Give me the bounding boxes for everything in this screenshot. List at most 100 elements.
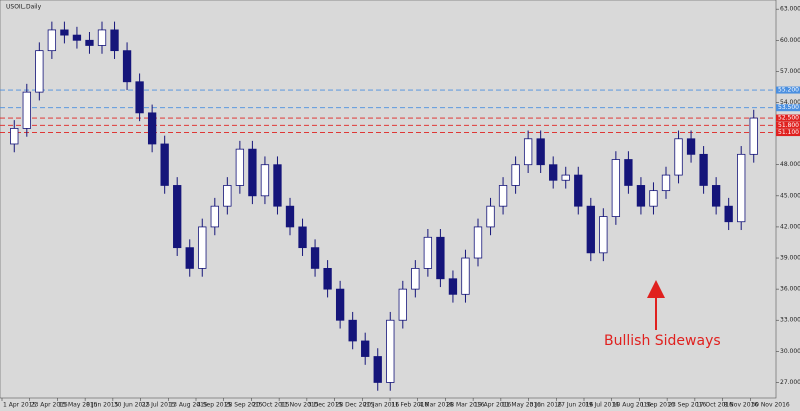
y-tick-label: 42.000 — [780, 223, 800, 230]
candle-body — [724, 205, 733, 223]
candle-body — [97, 29, 107, 46]
x-tick-label: 15 May 2015 — [58, 402, 97, 409]
x-tick-label: 19 Apr 2016 — [474, 402, 511, 409]
candle-body — [498, 185, 508, 207]
candle-body — [335, 288, 345, 321]
candle-body — [210, 205, 219, 228]
x-tick-label: 8 Nov 2016 — [724, 402, 759, 409]
y-tick-label: 45.000 — [780, 192, 800, 199]
x-tick-label: 10 Aug 2016 — [613, 402, 652, 409]
candle-body — [711, 185, 721, 207]
x-tick-label: 28 Mar 2016 — [446, 402, 484, 409]
chart-title: USOIL,Daily — [6, 4, 42, 11]
x-tick-label: 30 Jun 2015 — [114, 402, 150, 409]
candle-body — [298, 226, 307, 249]
level-tag — [776, 129, 800, 137]
candle-body — [574, 174, 583, 207]
candle-body — [198, 226, 207, 269]
candle-body — [686, 138, 696, 155]
candle-body — [611, 159, 621, 217]
candle-body — [599, 216, 608, 254]
candle-body — [223, 185, 232, 207]
y-tick-label: 39.000 — [780, 255, 800, 262]
level-label: 55.200 — [778, 87, 799, 94]
x-tick-label: 27 Jun 2016 — [557, 402, 593, 409]
candle-body — [323, 267, 332, 290]
y-tick-label: 48.000 — [780, 161, 800, 168]
candle-body — [235, 148, 245, 186]
candle-body — [348, 319, 357, 342]
candle-body — [649, 190, 658, 207]
candle-body — [486, 205, 495, 228]
x-tick-label: 1 Apr 2015 — [3, 402, 36, 409]
candle-body — [185, 247, 194, 269]
candle-body — [523, 138, 533, 166]
candle-body — [273, 164, 282, 207]
level-label: 52.500 — [778, 115, 799, 122]
candle-body — [122, 50, 132, 83]
candle-body — [361, 340, 370, 357]
level-tag — [776, 121, 800, 129]
x-tick-label: 22 Jul 2015 — [142, 402, 176, 409]
y-tick-label: 36.000 — [780, 286, 800, 293]
candle-body — [285, 205, 295, 228]
x-tick-label: 20 Jan 2016 — [363, 402, 399, 409]
candle-body — [661, 174, 671, 192]
candle-body — [135, 81, 144, 114]
level-tag — [776, 86, 800, 94]
x-tick-label: 4 Mar 2016 — [419, 402, 453, 409]
x-tick-label: 3 Jun 2016 — [530, 402, 562, 409]
x-tick-label: 8 Jun 2015 — [86, 402, 118, 409]
level-tag — [776, 114, 800, 122]
x-tick-label: 13 Aug 2015 — [169, 402, 208, 409]
level-label: 53.500 — [778, 104, 799, 111]
y-tick-label: 54.000 — [780, 99, 800, 106]
candle-body — [448, 278, 458, 295]
candle-body — [60, 29, 69, 36]
y-tick-label: 27.000 — [780, 379, 800, 386]
x-tick-label: 28 Dec 2015 — [336, 402, 375, 409]
candle-body — [674, 138, 683, 176]
y-tick-label: 60.000 — [780, 37, 800, 44]
annotation: Bullish Sideways — [604, 333, 721, 349]
x-tick-label: 30 Nov 2016 — [751, 402, 790, 409]
x-tick-label: 23 Apr 2015 — [31, 402, 68, 409]
candle-body — [436, 236, 445, 280]
x-tick-label: 23 Sep 2016 — [668, 402, 706, 409]
x-tick-label: 11 May 2016 — [502, 402, 541, 409]
candle-body — [461, 257, 470, 295]
candle-body — [386, 319, 395, 383]
x-tick-label: 11 Feb 2016 — [391, 402, 429, 409]
candle-body — [549, 164, 558, 181]
candle-body — [699, 153, 708, 186]
candle-body — [160, 143, 169, 186]
candle-body — [624, 159, 633, 186]
x-tick-label: 28 Sep 2015 — [225, 402, 263, 409]
candle-body — [35, 50, 44, 93]
x-tick-label: 1 Sep 2016 — [640, 402, 674, 409]
candle-body — [737, 153, 746, 223]
y-tick-label: 30.000 — [780, 348, 800, 355]
x-tick-label: 17 Oct 2016 — [696, 402, 733, 409]
candle-body — [749, 117, 758, 155]
candle-body — [47, 29, 57, 52]
arrow-up — [647, 280, 665, 330]
y-tick-label: 63.000 — [780, 6, 800, 13]
level-label: 51.800 — [778, 122, 799, 129]
y-tick-label: 33.000 — [780, 317, 800, 324]
x-tick-label: 20 Oct 2015 — [252, 402, 289, 409]
candle-body — [310, 247, 320, 269]
candle-body — [173, 185, 182, 249]
candle-body — [511, 164, 520, 186]
candle-body — [110, 29, 119, 52]
level-tag — [776, 104, 800, 112]
level-label: 51.100 — [778, 129, 799, 136]
x-tick-label: 4 Sep 2015 — [197, 402, 231, 409]
x-tick-label: 3 Dec 2015 — [308, 402, 343, 409]
candle-body — [248, 148, 257, 197]
candle-body — [561, 174, 570, 181]
x-tick-label: 19 Jul 2016 — [585, 402, 619, 409]
candle-body — [10, 128, 19, 145]
candle-body — [636, 185, 646, 207]
